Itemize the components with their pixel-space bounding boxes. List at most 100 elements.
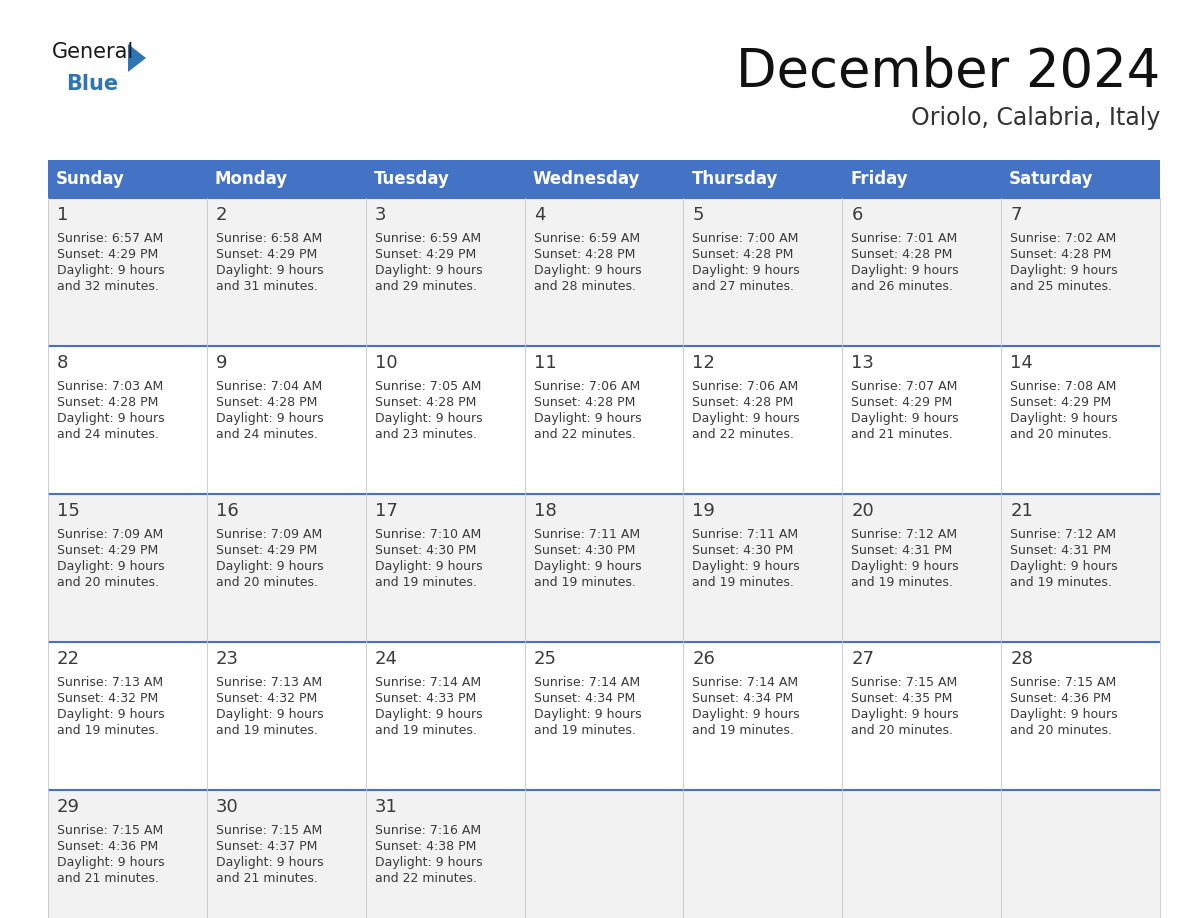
Text: and 28 minutes.: and 28 minutes. (533, 280, 636, 293)
Bar (366, 790, 525, 918)
Text: Daylight: 9 hours: Daylight: 9 hours (693, 264, 800, 277)
Text: 20: 20 (852, 502, 874, 520)
Text: Sunrise: 7:01 AM: Sunrise: 7:01 AM (852, 232, 958, 245)
Text: Sunrise: 7:03 AM: Sunrise: 7:03 AM (57, 380, 163, 393)
Text: Friday: Friday (851, 170, 908, 188)
Text: 31: 31 (374, 798, 398, 816)
Bar (48, 160, 207, 198)
Text: and 19 minutes.: and 19 minutes. (533, 576, 636, 589)
Text: Sunrise: 7:15 AM: Sunrise: 7:15 AM (216, 824, 322, 837)
Text: Sunrise: 7:11 AM: Sunrise: 7:11 AM (533, 528, 639, 541)
Text: 26: 26 (693, 650, 715, 668)
Text: 9: 9 (216, 354, 227, 372)
Text: and 19 minutes.: and 19 minutes. (852, 576, 953, 589)
Text: 28: 28 (1010, 650, 1034, 668)
Text: Daylight: 9 hours: Daylight: 9 hours (57, 708, 165, 721)
Bar (842, 160, 1001, 198)
Bar (842, 198, 1001, 346)
Text: Daylight: 9 hours: Daylight: 9 hours (216, 856, 323, 869)
Text: 13: 13 (852, 354, 874, 372)
Text: Sunset: 4:29 PM: Sunset: 4:29 PM (374, 248, 476, 261)
Text: Sunrise: 6:59 AM: Sunrise: 6:59 AM (533, 232, 639, 245)
Text: 1: 1 (57, 206, 69, 224)
Text: Oriolo, Calabria, Italy: Oriolo, Calabria, Italy (911, 106, 1159, 130)
Text: Sunset: 4:29 PM: Sunset: 4:29 PM (57, 248, 158, 261)
Polygon shape (128, 44, 146, 72)
Text: 6: 6 (852, 206, 862, 224)
Text: Daylight: 9 hours: Daylight: 9 hours (1010, 560, 1118, 573)
Text: 16: 16 (216, 502, 239, 520)
Text: Sunset: 4:38 PM: Sunset: 4:38 PM (374, 840, 476, 853)
Text: Sunrise: 7:04 AM: Sunrise: 7:04 AM (216, 380, 322, 393)
Text: Daylight: 9 hours: Daylight: 9 hours (216, 708, 323, 721)
Bar (207, 198, 366, 346)
Text: Sunrise: 7:15 AM: Sunrise: 7:15 AM (1010, 676, 1117, 689)
Bar (207, 642, 366, 790)
Bar (842, 494, 1001, 642)
Text: Sunset: 4:30 PM: Sunset: 4:30 PM (533, 544, 634, 557)
Bar (525, 790, 683, 918)
Text: Daylight: 9 hours: Daylight: 9 hours (852, 560, 959, 573)
Text: Sunrise: 7:10 AM: Sunrise: 7:10 AM (374, 528, 481, 541)
Text: Daylight: 9 hours: Daylight: 9 hours (57, 412, 165, 425)
Bar (683, 790, 842, 918)
Text: Sunset: 4:36 PM: Sunset: 4:36 PM (57, 840, 158, 853)
Text: and 32 minutes.: and 32 minutes. (57, 280, 159, 293)
Text: and 23 minutes.: and 23 minutes. (374, 428, 476, 441)
Text: Sunset: 4:28 PM: Sunset: 4:28 PM (533, 248, 634, 261)
Text: Daylight: 9 hours: Daylight: 9 hours (374, 708, 482, 721)
Text: Sunrise: 7:08 AM: Sunrise: 7:08 AM (1010, 380, 1117, 393)
Text: Sunrise: 7:12 AM: Sunrise: 7:12 AM (1010, 528, 1117, 541)
Text: 30: 30 (216, 798, 239, 816)
Text: Daylight: 9 hours: Daylight: 9 hours (374, 264, 482, 277)
Bar (366, 494, 525, 642)
Bar (683, 642, 842, 790)
Bar (48, 494, 207, 642)
Text: Sunset: 4:29 PM: Sunset: 4:29 PM (1010, 396, 1112, 409)
Text: Sunrise: 7:14 AM: Sunrise: 7:14 AM (533, 676, 639, 689)
Bar (683, 198, 842, 346)
Text: Sunset: 4:37 PM: Sunset: 4:37 PM (216, 840, 317, 853)
Bar (683, 160, 842, 198)
Text: Daylight: 9 hours: Daylight: 9 hours (216, 412, 323, 425)
Text: Sunrise: 7:05 AM: Sunrise: 7:05 AM (374, 380, 481, 393)
Text: Sunrise: 7:09 AM: Sunrise: 7:09 AM (216, 528, 322, 541)
Text: Daylight: 9 hours: Daylight: 9 hours (57, 560, 165, 573)
Text: Sunset: 4:31 PM: Sunset: 4:31 PM (852, 544, 953, 557)
Text: Sunday: Sunday (56, 170, 125, 188)
Text: Sunrise: 7:15 AM: Sunrise: 7:15 AM (852, 676, 958, 689)
Bar (525, 346, 683, 494)
Bar (48, 198, 207, 346)
Bar (1001, 642, 1159, 790)
Text: 23: 23 (216, 650, 239, 668)
Text: 5: 5 (693, 206, 704, 224)
Text: and 20 minutes.: and 20 minutes. (852, 724, 953, 737)
Text: Sunset: 4:34 PM: Sunset: 4:34 PM (533, 692, 634, 705)
Text: Sunrise: 7:16 AM: Sunrise: 7:16 AM (374, 824, 481, 837)
Bar (842, 790, 1001, 918)
Bar (525, 160, 683, 198)
Text: December 2024: December 2024 (735, 46, 1159, 98)
Bar (207, 160, 366, 198)
Bar (207, 494, 366, 642)
Text: Blue: Blue (67, 74, 118, 94)
Text: Saturday: Saturday (1009, 170, 1094, 188)
Text: Tuesday: Tuesday (374, 170, 449, 188)
Text: Daylight: 9 hours: Daylight: 9 hours (533, 412, 642, 425)
Text: Daylight: 9 hours: Daylight: 9 hours (693, 412, 800, 425)
Bar (683, 494, 842, 642)
Text: and 19 minutes.: and 19 minutes. (533, 724, 636, 737)
Text: Sunset: 4:28 PM: Sunset: 4:28 PM (216, 396, 317, 409)
Text: Daylight: 9 hours: Daylight: 9 hours (852, 264, 959, 277)
Text: and 25 minutes.: and 25 minutes. (1010, 280, 1112, 293)
Bar (1001, 346, 1159, 494)
Bar (366, 198, 525, 346)
Text: Daylight: 9 hours: Daylight: 9 hours (533, 560, 642, 573)
Text: Sunrise: 7:06 AM: Sunrise: 7:06 AM (533, 380, 640, 393)
Text: and 19 minutes.: and 19 minutes. (1010, 576, 1112, 589)
Text: Sunset: 4:29 PM: Sunset: 4:29 PM (216, 544, 317, 557)
Text: Daylight: 9 hours: Daylight: 9 hours (57, 264, 165, 277)
Bar (207, 346, 366, 494)
Text: General: General (52, 42, 134, 62)
Text: Wednesday: Wednesday (532, 170, 640, 188)
